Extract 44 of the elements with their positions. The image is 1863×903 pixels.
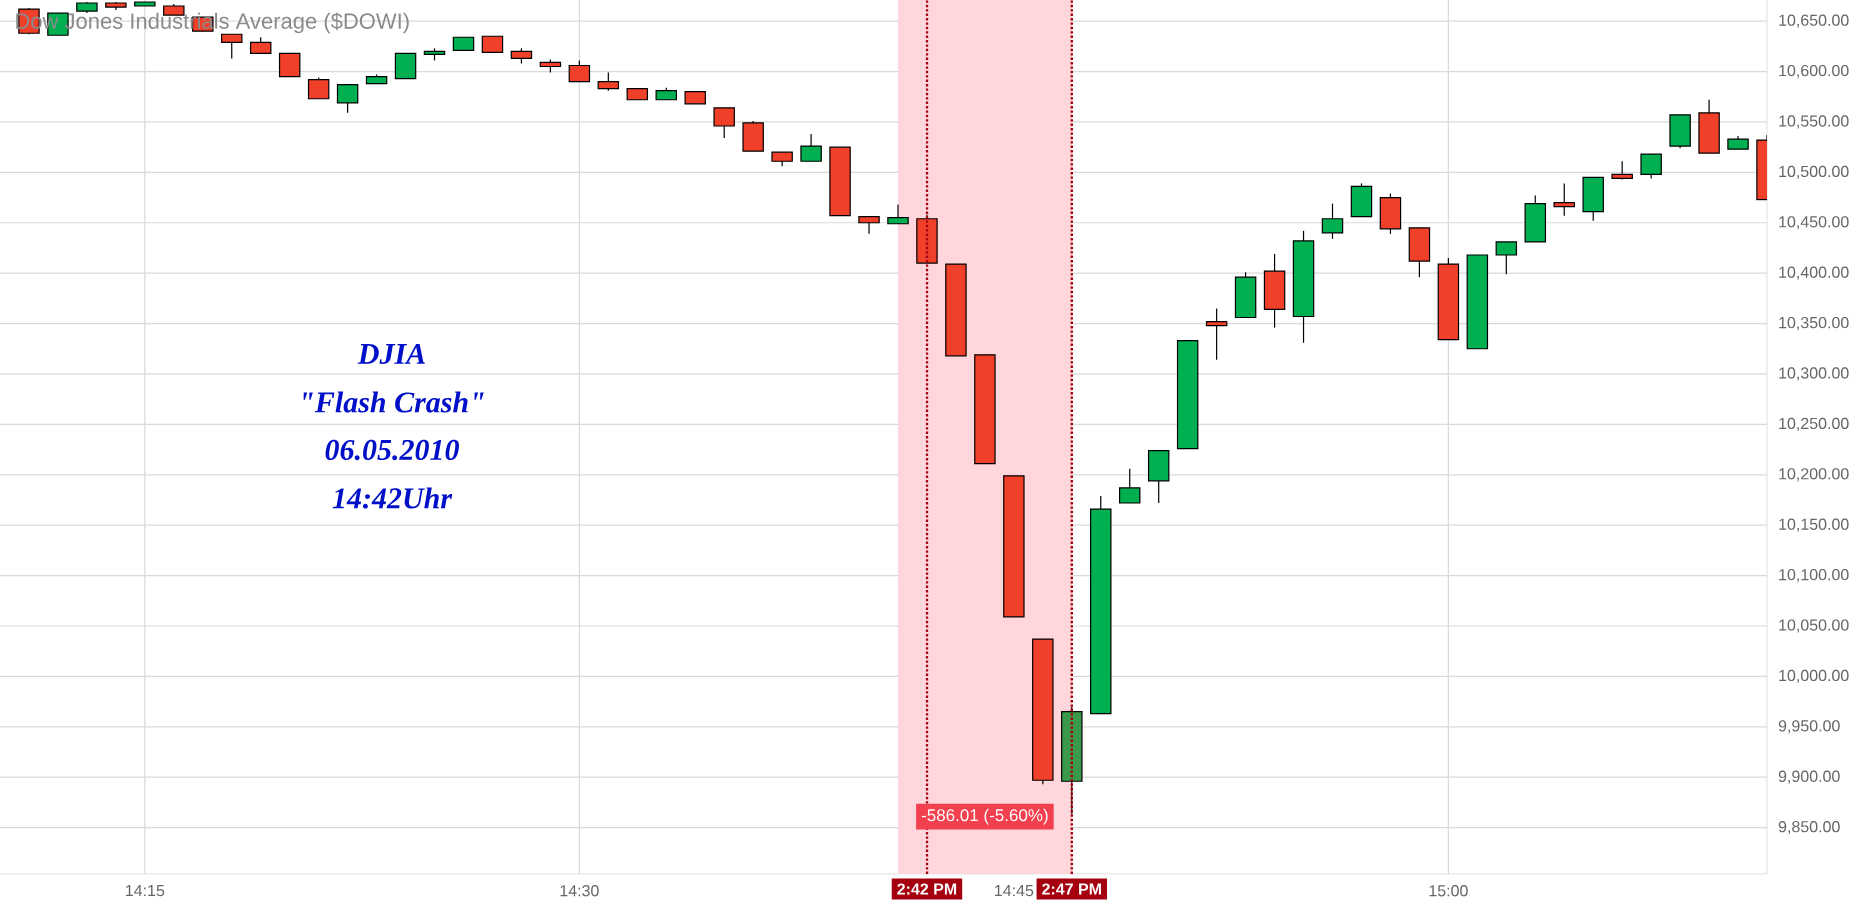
y-tick-label: 10,500.00 — [1779, 165, 1849, 179]
candlestick — [1321, 203, 1344, 240]
y-tick-label: 9,950.00 — [1778, 720, 1840, 734]
candlestick — [221, 33, 243, 60]
candlestick — [800, 133, 822, 162]
annotation: DJIA — [357, 343, 425, 365]
annotation: "Flash Crash" — [303, 391, 484, 413]
y-tick-label: 10,150.00 — [1779, 518, 1849, 532]
annotation: 06.05.2010 — [325, 439, 459, 461]
y-tick-label: 10,050.00 — [1779, 619, 1849, 633]
x-tick-label: 14:30 — [560, 885, 599, 897]
candlestick — [278, 52, 301, 78]
y-tick-label: 10,000.00 — [1779, 669, 1849, 683]
y-tick-label: 10,350.00 — [1779, 316, 1849, 331]
candlestick — [307, 76, 330, 100]
y-tick-label: 9,900.00 — [1778, 770, 1840, 784]
candlestick — [1640, 153, 1662, 179]
y-tick-label: 10,550.00 — [1779, 115, 1849, 129]
y-tick-label: 10,400.00 — [1779, 266, 1849, 280]
candlestick — [713, 107, 735, 139]
y-tick-label: 10,600.00 — [1779, 64, 1849, 79]
ref-line-label: 2:47 PM — [1042, 883, 1101, 895]
candlestick — [336, 84, 359, 114]
y-tick-label: 10,100.00 — [1779, 568, 1849, 583]
candlestick — [887, 204, 909, 225]
candlestick — [858, 216, 880, 235]
x-tick-label: 15:00 — [1429, 885, 1468, 897]
annotation: 14:42Uhr — [332, 487, 453, 509]
y-tick-label: 10,450.00 — [1779, 216, 1849, 230]
x-tick-label: 14:15 — [126, 885, 165, 897]
annotation: -586.01 (-5.60%) — [921, 808, 1048, 825]
ref-line-label: 2:42 PM — [897, 883, 957, 895]
candlestick — [1205, 307, 1228, 361]
candlestick — [568, 59, 591, 83]
x-tick-label: 14:45 — [995, 885, 1034, 897]
y-tick-label: 10,250.00 — [1779, 417, 1849, 431]
y-tick-label: 10,200.00 — [1779, 468, 1849, 482]
y-tick-label: 10,300.00 — [1779, 367, 1849, 381]
candlestick — [1495, 241, 1518, 275]
candlestick — [1553, 182, 1575, 217]
candlestick — [1118, 468, 1141, 504]
y-tick-label: 10,650.00 — [1779, 14, 1849, 28]
candlestick — [597, 71, 620, 92]
y-tick-label: 9,850.00 — [1778, 821, 1840, 835]
